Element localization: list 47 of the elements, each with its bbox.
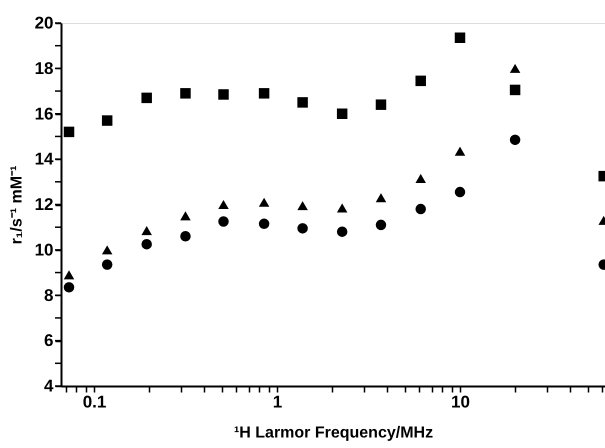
point bbox=[218, 216, 229, 227]
point bbox=[415, 76, 426, 86]
y-tick-label: 14 bbox=[34, 150, 54, 169]
point bbox=[336, 203, 348, 212]
point bbox=[102, 245, 112, 254]
y-tick-label: 16 bbox=[34, 104, 54, 124]
point bbox=[141, 92, 152, 104]
x-axis-title: ¹H Larmor Frequency/MHz bbox=[234, 424, 434, 442]
point bbox=[415, 174, 426, 183]
point bbox=[297, 201, 308, 210]
point bbox=[376, 220, 386, 230]
point bbox=[141, 238, 152, 250]
point bbox=[297, 223, 308, 234]
point bbox=[376, 99, 386, 110]
point bbox=[297, 97, 308, 108]
point bbox=[454, 32, 466, 43]
point bbox=[180, 88, 191, 99]
point bbox=[258, 198, 270, 207]
point bbox=[64, 126, 74, 138]
point bbox=[64, 270, 74, 280]
y-axis-title: r₁/s⁻¹ mM⁻¹ bbox=[8, 166, 26, 244]
y-tick-label: 18 bbox=[34, 58, 54, 78]
point bbox=[141, 226, 152, 236]
point bbox=[180, 211, 191, 220]
point bbox=[376, 193, 386, 202]
point bbox=[102, 115, 112, 126]
point bbox=[258, 88, 270, 99]
point bbox=[218, 200, 229, 210]
y-tick-label: 4 bbox=[44, 376, 54, 396]
point bbox=[454, 146, 466, 156]
point bbox=[102, 259, 112, 270]
y-tick-label: 12 bbox=[34, 195, 54, 214]
point bbox=[218, 89, 229, 100]
y-tick-label: 10 bbox=[34, 240, 54, 260]
y-tick-label: 8 bbox=[44, 286, 54, 305]
x-tick-label: 1 bbox=[272, 392, 282, 412]
point bbox=[336, 108, 348, 119]
point bbox=[180, 231, 191, 242]
point bbox=[454, 186, 466, 198]
y-tick-label: 20 bbox=[34, 14, 54, 32]
point bbox=[336, 226, 348, 237]
point bbox=[258, 218, 270, 230]
x-tick-label: 10 bbox=[451, 392, 470, 412]
x-tick-label: 0.1 bbox=[82, 392, 106, 412]
point bbox=[64, 282, 74, 293]
y-tick-label: 6 bbox=[44, 331, 54, 350]
point bbox=[415, 204, 426, 214]
